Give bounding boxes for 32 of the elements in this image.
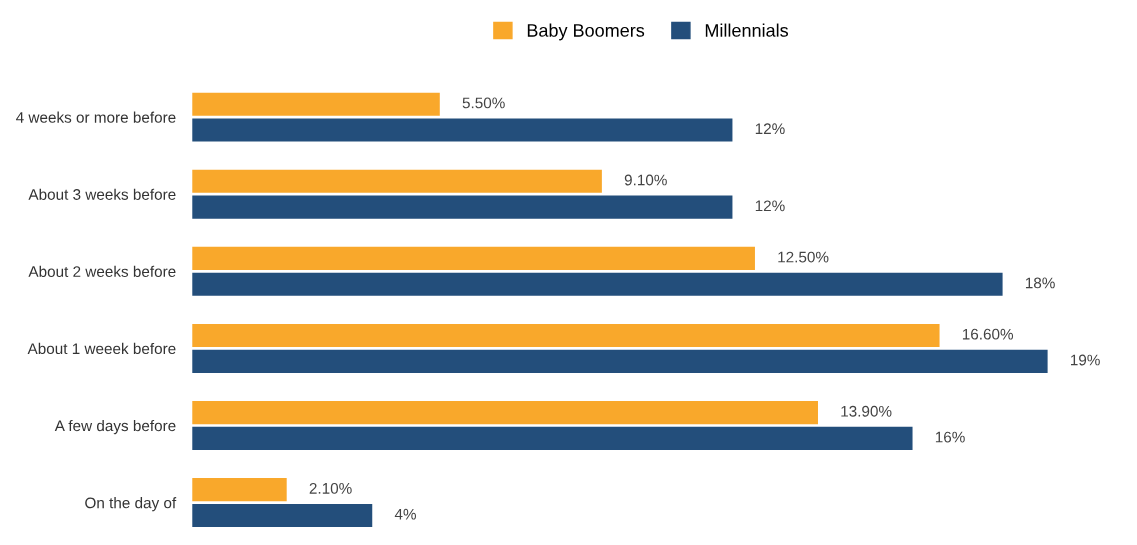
legend-label: Millennials: [705, 23, 789, 37]
data-label: 4%: [394, 508, 417, 520]
legend-label: Baby Boomers: [527, 23, 645, 41]
data-label: 12.50%: [778, 251, 829, 263]
bar: [192, 401, 818, 425]
bar: [192, 195, 733, 219]
data-label: 13.90%: [841, 405, 892, 417]
data-label: 16.60%: [962, 328, 1014, 340]
data-label: 9.10%: [624, 174, 667, 186]
data-label: 2.10%: [309, 482, 352, 494]
bar: [192, 503, 373, 528]
data-label: 18%: [1025, 277, 1055, 289]
y-tick-label: A few days before: [54, 419, 176, 435]
bar: [192, 246, 755, 270]
data-label: 12%: [755, 123, 785, 135]
bar: [192, 118, 733, 142]
data-label: 19%: [1071, 354, 1100, 366]
y-tick-label: About 1 weeek before: [27, 342, 176, 355]
bar: [192, 426, 913, 450]
y-tick-label: On the day of: [85, 497, 177, 512]
y-tick-label: About 3 weeks before: [28, 188, 176, 200]
y-tick-label: 4 weeks or more before: [16, 111, 176, 123]
data-label: 12%: [755, 200, 785, 212]
bar: [192, 272, 1003, 296]
bar: [192, 349, 1048, 373]
bar: [192, 92, 440, 116]
data-label: 5.50%: [462, 97, 505, 109]
y-tick-label: About 2 weeks before: [28, 265, 176, 277]
bar: [192, 169, 602, 193]
bar: [192, 323, 940, 348]
bar: [192, 478, 287, 502]
data-label: 16%: [935, 431, 965, 443]
